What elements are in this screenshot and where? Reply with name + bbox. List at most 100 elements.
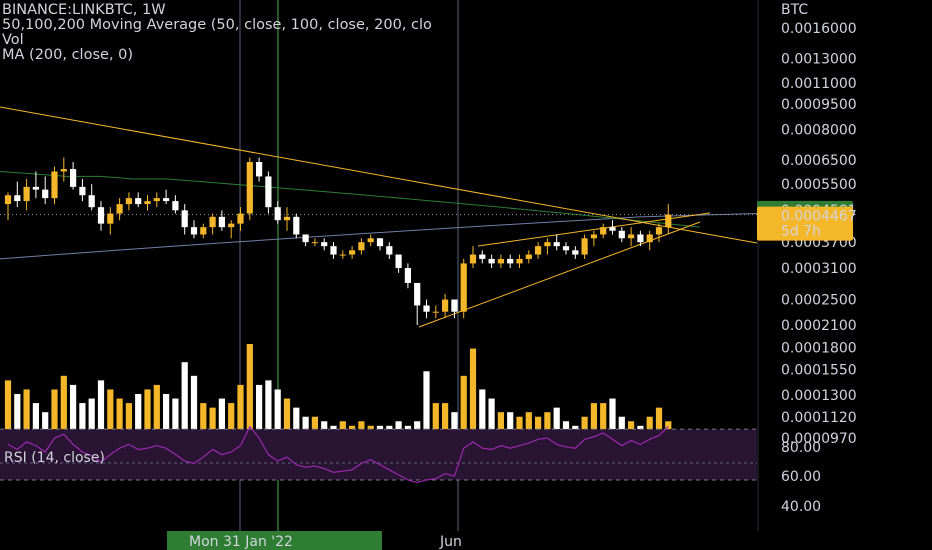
volume-bar (553, 407, 560, 444)
last-price-badge (757, 206, 853, 241)
price-axis-currency: BTC (781, 2, 808, 18)
candle-body (507, 258, 514, 264)
ma200-line (0, 213, 758, 260)
candle-body (153, 198, 160, 202)
candle-body (321, 242, 328, 247)
countdown-label: 5d 7h (781, 224, 821, 240)
price-axis-tick: 0.0001120 (781, 410, 857, 426)
vol-study-legend[interactable]: Vol (2, 32, 24, 48)
candle-body (655, 227, 663, 235)
candle-body (581, 238, 588, 255)
rsi-line (7, 425, 669, 484)
candle-body (600, 227, 607, 235)
candle-body (125, 198, 132, 205)
volume-bar (135, 394, 142, 444)
price-axis-tick: 0.0013000 (781, 51, 857, 67)
candle-body (79, 186, 86, 196)
volume-bar (432, 403, 439, 444)
volume-bar (507, 412, 514, 444)
price-axis-tick: 0.0008000 (781, 122, 857, 138)
time-highlight-badge (167, 531, 382, 550)
candle-body (246, 162, 253, 214)
volume-bar (479, 389, 486, 444)
volume-bar (172, 398, 179, 444)
price-axis-tick: 0.0000970 (781, 431, 857, 447)
candle-body (200, 227, 207, 235)
candle-body (218, 216, 225, 228)
volume-bar (163, 394, 170, 444)
candle-body (228, 223, 235, 228)
candle-body (349, 250, 356, 255)
volume-bar (60, 375, 67, 444)
candle-body (590, 234, 597, 239)
volume-bar (107, 389, 114, 444)
ma-study-legend[interactable]: 50,100,200 Moving Average (50, close, 10… (2, 17, 432, 33)
candle-body (469, 254, 477, 264)
volume-bar (190, 375, 198, 444)
candle-body (628, 234, 635, 239)
symbol-legend[interactable]: BINANCE:LINKBTC, 1W (2, 2, 166, 18)
volume-bar (590, 403, 597, 444)
volume-bar (88, 398, 95, 444)
candle-body (237, 213, 244, 224)
candle-body (23, 186, 30, 202)
candle-body (572, 250, 579, 255)
rsi-legend[interactable]: RSI (14, close) (4, 450, 105, 466)
volume-bar (544, 412, 551, 444)
volume-bar (228, 403, 235, 444)
volume-bar (497, 412, 504, 444)
candle-body (60, 169, 67, 172)
candle-body (479, 254, 486, 259)
volume-bar (51, 389, 58, 444)
volume-bar (23, 389, 30, 444)
volume-bar (609, 398, 616, 444)
volume-bar (144, 389, 151, 444)
volume-bar (442, 403, 449, 444)
candle-body (51, 171, 58, 199)
last-price-value: 0.0004467 (781, 209, 857, 225)
volume-bar (256, 384, 263, 444)
volume-bar (209, 407, 216, 444)
rsi-axis-tick: 80.00 (781, 440, 821, 456)
volume-bar (200, 403, 207, 444)
candle-body (172, 201, 179, 211)
candle-body (451, 299, 458, 312)
candle-body (14, 195, 21, 202)
volume-bar (469, 348, 477, 444)
price-axis-tick: 0.0006500 (781, 153, 857, 169)
volume-bar (525, 412, 532, 444)
volume-bar (423, 371, 430, 444)
candle-body (525, 254, 532, 259)
volume-bar (79, 403, 86, 444)
volume-bar (153, 384, 160, 444)
volume-bar (42, 412, 49, 444)
price-axis-tick: 0.0005500 (781, 177, 857, 193)
volume-bar (488, 398, 495, 444)
volume-bar (655, 407, 663, 444)
price-axis-tick: 0.0002100 (781, 318, 857, 334)
volume-bar (181, 362, 188, 444)
trendline-descending (0, 106, 758, 244)
candle-body (386, 246, 393, 255)
volume-bar (451, 412, 458, 444)
rsi-axis-tick: 60.00 (781, 469, 821, 485)
candle-body (618, 230, 625, 239)
candle-body (609, 227, 616, 231)
time-highlight-label: Mon 31 Jan '22 (189, 534, 293, 550)
volume-bar (600, 403, 607, 444)
price-axis-tick: 0.0001300 (781, 388, 857, 404)
candle-body (423, 305, 430, 312)
candle-body (88, 195, 95, 208)
volume-bar (283, 398, 291, 444)
candle-body (190, 227, 198, 235)
candle-body (32, 186, 39, 190)
candle-body (488, 258, 495, 264)
candle-body (116, 204, 123, 214)
candle-body (42, 189, 49, 199)
volume-bar (70, 384, 77, 444)
ma-single-legend[interactable]: MA (200, close, 0) (2, 47, 134, 63)
price-axis-tick: 0.0001550 (781, 362, 857, 378)
volume-bar (116, 398, 123, 444)
candle-body (135, 198, 142, 205)
